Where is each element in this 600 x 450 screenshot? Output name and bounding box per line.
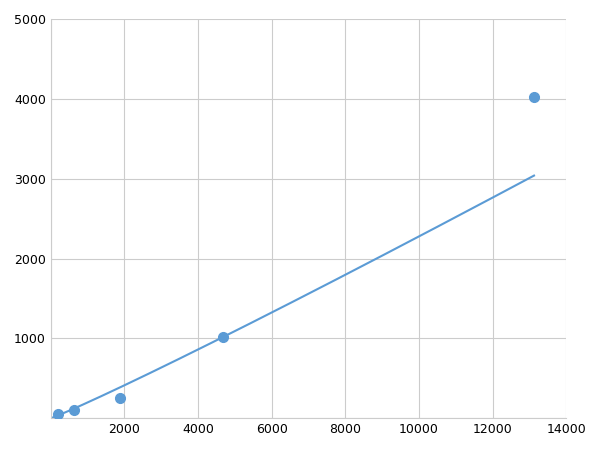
Point: [53, 411, 63, 418]
Point: [69, 407, 79, 414]
Point: [115, 395, 125, 402]
Point: [529, 94, 539, 101]
Point: [218, 333, 228, 340]
